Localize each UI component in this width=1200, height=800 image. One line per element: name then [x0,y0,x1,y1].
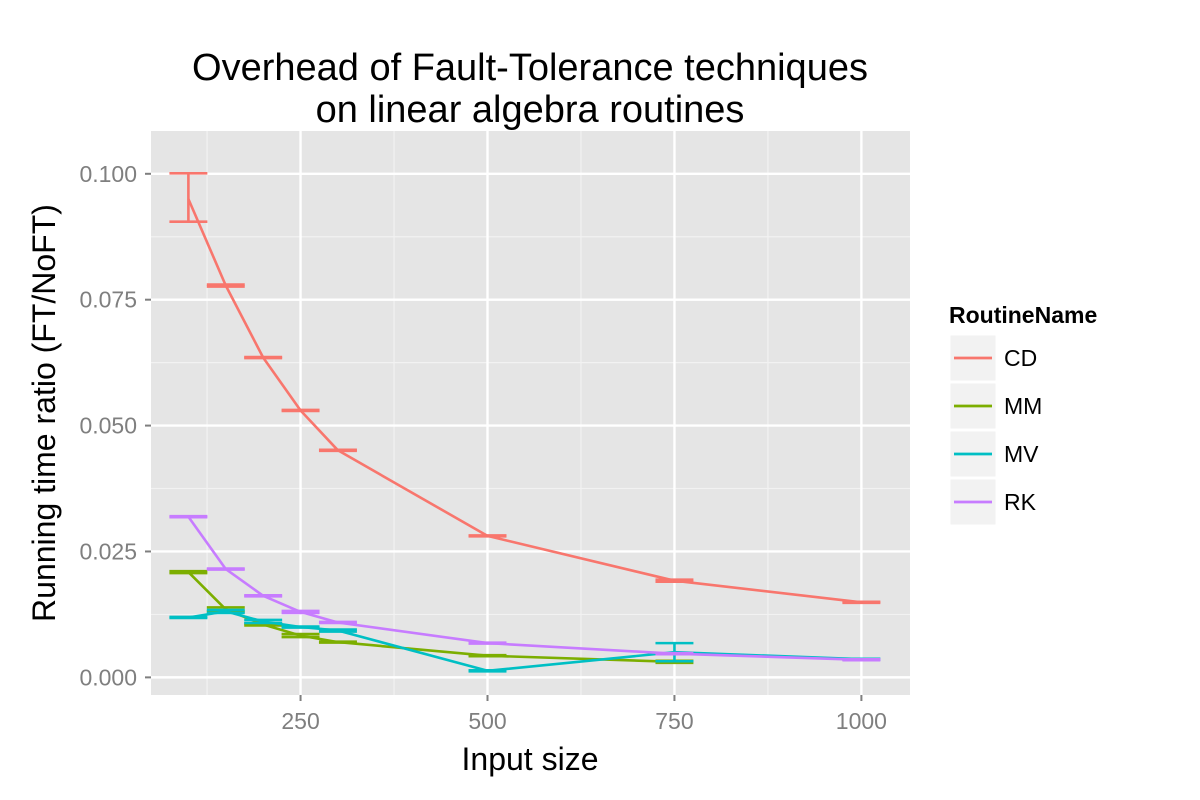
y-tick-label: 0.075 [79,287,137,313]
error-bar [318,620,357,625]
error-bar [468,669,507,673]
error-bar [169,569,208,575]
chart-title-line-2: on linear algebra routines [316,89,745,131]
error-bar [318,448,357,453]
error-bar [842,600,881,605]
legend-title: RoutineName [949,302,1097,328]
error-bar [206,283,245,288]
error-bar [244,618,283,625]
series-layer [169,172,881,673]
chart-title: Overhead of Fault-Tolerance techniques o… [192,47,868,131]
legend-item-mv: MV [949,430,1039,478]
error-bar [281,609,320,615]
error-bar [318,628,357,633]
legend-label: RK [1004,489,1037,515]
error-bar [318,640,357,644]
grid-minor [151,131,910,695]
error-bar [169,615,208,620]
error-bar [169,514,208,519]
error-bar [206,608,245,615]
legend-label: CD [1004,345,1037,371]
chart-title-line-1: Overhead of Fault-Tolerance techniques [192,47,868,89]
series-line-cd [187,198,862,604]
error-bar [655,651,694,656]
legend-keys: CD MM MV RK [949,334,1042,526]
x-axis: 250 500 750 1000 [281,695,887,734]
y-tick-label: 0.025 [79,538,137,564]
series-cd [169,172,881,605]
legend: RoutineName CD MM MV RK [949,302,1097,526]
x-tick-label: 1000 [836,708,887,734]
y-axis-title: Running time ratio (FT/NoFT) [26,204,62,622]
error-bar [244,593,283,598]
error-bar [281,625,320,629]
legend-item-rk: RK [949,478,1037,526]
legend-label: MM [1004,393,1042,419]
legend-item-mm: MM [949,382,1042,430]
plot-panel [151,131,910,695]
x-tick-label: 250 [281,708,319,734]
y-tick-label: 0.000 [79,664,137,690]
series-line-rk [187,515,862,662]
error-bar [468,534,507,538]
error-bar [468,641,507,645]
series-rk [169,514,881,662]
x-tick-label: 750 [655,708,693,734]
grid-major [151,131,910,695]
x-tick-label: 500 [468,708,506,734]
y-axis: 0.000 0.025 0.050 0.075 0.100 [79,161,151,690]
error-bar [206,567,245,571]
legend-item-cd: CD [949,334,1037,382]
error-bar [281,408,320,413]
legend-label: MV [1004,441,1039,467]
error-bar [244,355,283,360]
error-bar [281,632,320,639]
x-axis-title: Input size [462,741,599,777]
y-tick-label: 0.100 [79,161,137,187]
error-bar [842,657,881,662]
error-bar [169,172,208,223]
error-bar [655,578,694,583]
y-tick-label: 0.050 [79,413,137,439]
error-bar [468,653,507,658]
